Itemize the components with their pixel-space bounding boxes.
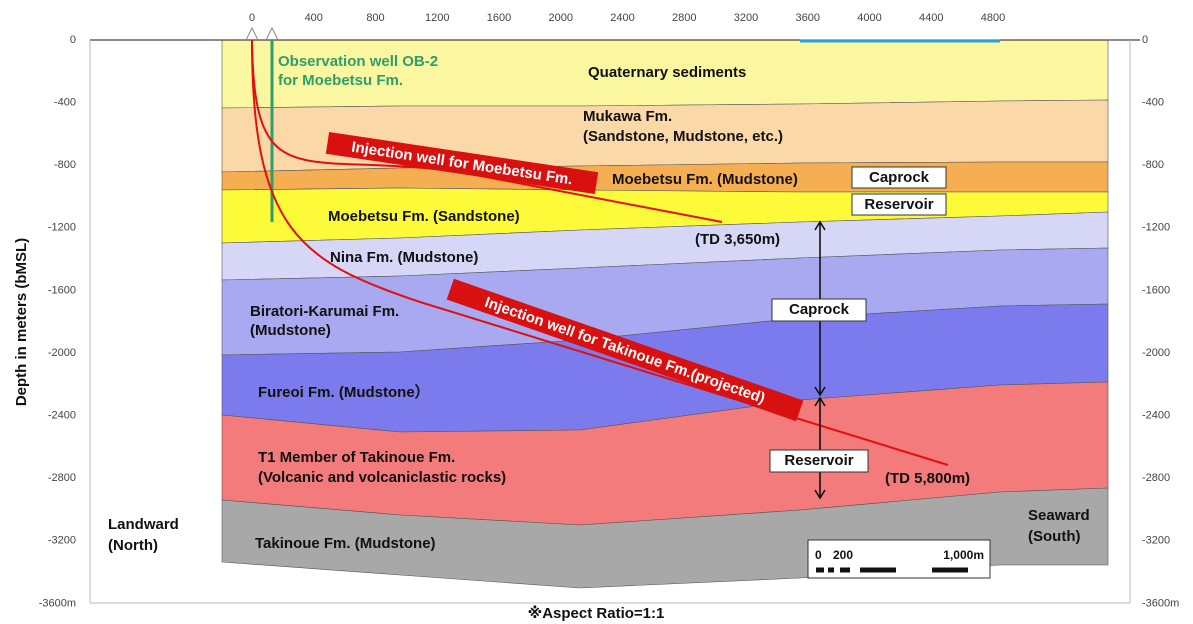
y-tick-label: -2000	[48, 347, 76, 359]
y-tick-label: -1600	[1142, 284, 1170, 296]
scale-label: 0	[815, 548, 822, 562]
axis-title: Depth in meters (bMSL)	[13, 238, 30, 406]
y-tick-label: -400	[54, 97, 76, 109]
y-tick-label: -400	[1142, 97, 1164, 109]
x-tick-label: 1200	[425, 12, 449, 24]
y-tick-label: -2800	[48, 472, 76, 484]
x-tick-label: 0	[249, 12, 255, 24]
y-tick-label: -3200	[1142, 535, 1170, 547]
label: Observation well OB-2	[278, 53, 438, 70]
label: Caprock	[789, 301, 850, 318]
y-tick-label: -800	[54, 159, 76, 171]
layer-label: Biratori-Karumai Fm.	[250, 303, 399, 320]
y-tick-label: 0	[1142, 34, 1148, 46]
x-tick-label: 400	[305, 12, 323, 24]
layer-label: (Mudstone)	[250, 322, 331, 339]
x-tick-label: 3600	[796, 12, 820, 24]
scale-label: 1,000m	[943, 548, 984, 562]
x-tick-label: 800	[366, 12, 384, 24]
x-tick-label: 4800	[981, 12, 1005, 24]
layer-label: Mukawa Fm.	[583, 108, 672, 125]
side-label: (North)	[108, 537, 158, 554]
y-tick-label: -800	[1142, 159, 1164, 171]
label: (TD 3,650m)	[695, 231, 780, 248]
y-tick-label: -3200	[48, 535, 76, 547]
x-tick-label: 3200	[734, 12, 758, 24]
layer-label: T1 Member of Takinoue Fm.	[258, 449, 455, 466]
side-label: (South)	[1028, 528, 1080, 545]
x-tick-label: 2400	[610, 12, 634, 24]
y-tick-label: -2400	[1142, 410, 1170, 422]
y-tick-label: -1600	[48, 284, 76, 296]
y-tick-label: 0	[70, 34, 76, 46]
label: Reservoir	[864, 196, 933, 213]
x-tick-label: 4000	[857, 12, 881, 24]
x-tick-label: 4400	[919, 12, 943, 24]
y-tick-label: -1200	[1142, 222, 1170, 234]
well-heads	[246, 28, 278, 40]
layer-label: (Volcanic and volcaniclastic rocks)	[258, 469, 506, 486]
layer-label: Nina Fm. (Mudstone)	[330, 249, 478, 266]
layer-label: Quaternary sediments	[588, 64, 746, 81]
x-tick-label: 1600	[487, 12, 511, 24]
label: (TD 5,800m)	[885, 470, 970, 487]
layer-label: Moebetsu Fm. (Mudstone)	[612, 171, 798, 188]
label: Reservoir	[784, 452, 853, 469]
x-tick-label: 2800	[672, 12, 696, 24]
y-tick-label: -2000	[1142, 347, 1170, 359]
y-tick-label: -2800	[1142, 472, 1170, 484]
y-tick-label: -3600m	[1142, 597, 1179, 609]
x-tick-label: 2000	[549, 12, 573, 24]
footer: ※Aspect Ratio=1:1	[528, 604, 665, 622]
side-label: Seaward	[1028, 507, 1090, 524]
layer-label: Takinoue Fm. (Mudstone)	[255, 535, 436, 552]
label: for Moebetsu Fm.	[278, 72, 403, 89]
y-tick-label: -2400	[48, 410, 76, 422]
y-tick-label: -3600m	[39, 597, 76, 609]
side-label: Landward	[108, 516, 179, 533]
layer-label: (Sandstone, Mudstone, etc.)	[583, 128, 783, 145]
label: Caprock	[869, 169, 930, 186]
layer-label: Fureoi Fm. (Mudstone）	[258, 383, 430, 401]
scale-label: 200	[833, 548, 853, 562]
layer-label: Moebetsu Fm. (Sandstone)	[328, 208, 520, 225]
cross-section: Observation well OB-2 for Moebetsu Fm. I…	[0, 0, 1193, 624]
y-tick-label: -1200	[48, 222, 76, 234]
